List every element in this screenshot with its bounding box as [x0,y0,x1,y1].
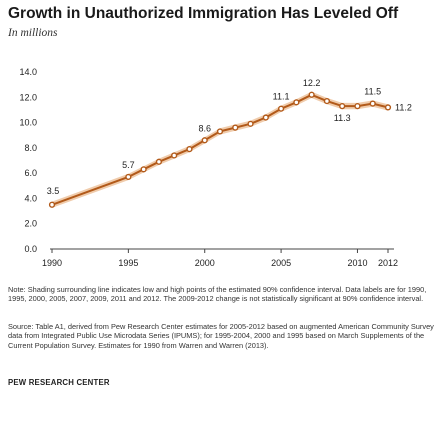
data-point [187,147,192,152]
data-point [279,106,284,111]
data-point [126,175,131,180]
data-label: 11.3 [334,113,351,123]
y-tick-label: 10.0 [19,118,37,128]
x-tick-label: 2010 [347,258,367,268]
data-point [355,104,360,109]
data-point [218,129,223,134]
data-point [202,138,207,143]
y-tick-label: 6.0 [24,168,37,178]
line-chart: 0.0 2.0 4.0 6.0 8.0 10.0 12.0 14.0 1990 1995 2000… [0,0,443,280]
y-axis-ticks: 0.0 2.0 4.0 6.0 8.0 10.0 12.0 14.0 [19,67,37,254]
data-label: 8.6 [198,123,211,133]
data-point [172,153,177,158]
y-tick-label: 0.0 [24,244,37,254]
chart-source: Source: Table A1, derived from Pew Resea… [8,322,435,350]
data-point [248,121,253,126]
data-label: 12.2 [303,78,321,88]
y-tick-label: 8.0 [24,143,37,153]
data-point [50,202,55,207]
data-labels: 3.5 5.7 8.6 11.1 12.2 11.3 11.5 11.2 [47,78,412,196]
x-axis-ticks: 1990 1995 2000 2005 2010 2012 [42,249,398,268]
x-tick-label: 2000 [195,258,215,268]
y-tick-label: 12.0 [19,92,37,102]
x-tick-label: 1990 [42,258,62,268]
y-tick-label: 14.0 [19,67,37,77]
x-tick-label: 2012 [378,258,398,268]
data-point [325,99,330,104]
x-tick-label: 2005 [271,258,291,268]
data-label: 11.2 [395,102,412,112]
data-point [386,105,391,110]
data-point [309,92,314,97]
x-tick-label: 1995 [118,258,138,268]
footer-credit: PEW RESEARCH CENTER [8,378,110,387]
data-point [233,125,238,130]
data-point [370,101,375,106]
y-tick-label: 4.0 [24,193,37,203]
data-point [294,100,299,105]
data-label: 11.5 [364,87,381,97]
data-point [263,115,268,120]
data-label: 11.1 [273,92,290,102]
confidence-band [52,92,388,208]
y-tick-label: 2.0 [24,219,37,229]
data-point [157,159,162,164]
data-label: 5.7 [122,160,135,170]
data-label: 3.5 [47,186,60,196]
data-point [340,104,345,109]
data-point [141,167,146,172]
chart-note: Note: Shading surrounding line indicates… [8,285,435,304]
